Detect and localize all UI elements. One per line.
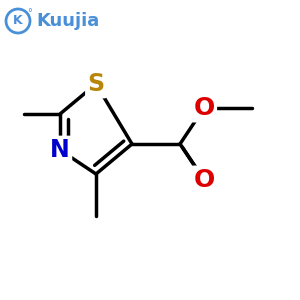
Text: S: S bbox=[87, 72, 105, 96]
Text: Kuujia: Kuujia bbox=[36, 12, 99, 30]
Text: N: N bbox=[50, 138, 70, 162]
Text: K: K bbox=[13, 14, 23, 28]
Text: °: ° bbox=[27, 8, 32, 18]
Text: O: O bbox=[194, 168, 214, 192]
Text: O: O bbox=[194, 96, 214, 120]
